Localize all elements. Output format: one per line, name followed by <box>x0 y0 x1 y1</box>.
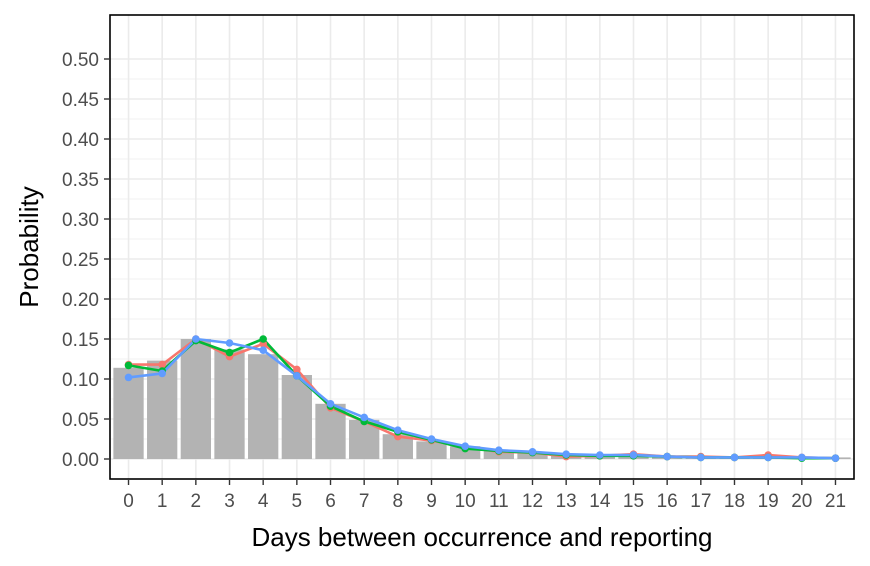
series-point <box>293 365 301 374</box>
series-point <box>326 400 335 408</box>
series-point <box>259 346 267 355</box>
bar <box>416 441 447 459</box>
x-tick-label: 17 <box>690 491 711 512</box>
y-tick-label: 0.35 <box>62 170 99 191</box>
y-tick-label: 0.30 <box>62 210 99 231</box>
series-point <box>225 339 234 347</box>
y-tick-label: 0.05 <box>62 410 99 431</box>
bar <box>248 354 279 459</box>
x-tick-label: 2 <box>191 491 202 512</box>
series-point <box>124 361 133 370</box>
series-point <box>764 453 772 462</box>
x-tick-label: 1 <box>157 491 168 512</box>
x-axis: 0 1 2 3 4 5 6 7 8 9 10 11 12 13 14 15 16 17 18 19 20 21 <box>123 479 846 512</box>
y-tick-label: 0.20 <box>62 290 99 311</box>
series-point <box>124 373 133 382</box>
x-tick-label: 8 <box>393 491 404 512</box>
series-point <box>461 442 469 451</box>
y-tick-label: 0.00 <box>62 450 99 471</box>
series-lines <box>128 337 836 460</box>
x-axis-title: Days between occurrence and reporting <box>251 522 712 552</box>
bar <box>180 339 211 459</box>
bar <box>113 367 144 459</box>
x-tick-label: 18 <box>724 491 745 512</box>
series-point <box>158 369 166 378</box>
series-point <box>192 335 200 343</box>
y-axis-title: Probability <box>14 186 44 307</box>
x-tick-label: 15 <box>623 491 644 512</box>
y-axis: 0.00 0.05 0.10 0.15 0.20 0.25 0.30 0.35 0.40 0.45… <box>62 50 110 471</box>
x-tick-label: 19 <box>758 491 779 512</box>
x-tick-label: 20 <box>791 491 812 512</box>
x-tick-label: 16 <box>657 491 678 512</box>
series-points <box>124 335 840 463</box>
x-tick-label: 12 <box>522 491 543 512</box>
x-tick-label: 11 <box>489 491 509 512</box>
y-tick-label: 0.25 <box>62 250 99 271</box>
series-point <box>360 413 368 422</box>
series-point <box>730 453 739 462</box>
x-tick-label: 13 <box>556 491 577 512</box>
series-point <box>596 451 604 459</box>
x-tick-label: 9 <box>426 491 437 512</box>
series-point <box>697 453 705 462</box>
x-tick-label: 0 <box>123 491 134 512</box>
y-tick-label: 0.15 <box>62 330 99 351</box>
bar <box>281 375 312 459</box>
y-tick-label: 0.50 <box>62 50 99 71</box>
series-point <box>528 448 537 456</box>
series-point <box>394 426 402 435</box>
x-tick-label: 14 <box>589 491 611 512</box>
x-tick-label: 6 <box>325 491 336 512</box>
series-point <box>562 450 570 459</box>
x-tick-label: 7 <box>359 491 370 512</box>
x-tick-label: 4 <box>258 491 269 512</box>
series-point <box>629 451 638 459</box>
series-point <box>495 446 503 455</box>
series-point <box>225 348 234 357</box>
y-tick-label: 0.10 <box>62 370 99 391</box>
x-tick-label: 21 <box>825 491 846 512</box>
y-tick-label: 0.40 <box>62 130 99 151</box>
series-point <box>798 453 806 462</box>
series-point <box>293 372 301 380</box>
x-tick-label: 3 <box>224 491 235 512</box>
series-point <box>427 435 436 443</box>
x-tick-label: 5 <box>292 491 303 512</box>
y-tick-label: 0.45 <box>62 90 99 111</box>
plot-border <box>109 14 855 480</box>
x-tick-label: 10 <box>455 491 476 512</box>
series-point <box>259 335 267 343</box>
series-point <box>158 360 166 369</box>
series-point <box>831 454 840 463</box>
series-point <box>663 452 671 461</box>
series-line <box>128 337 836 460</box>
bar <box>214 349 245 459</box>
